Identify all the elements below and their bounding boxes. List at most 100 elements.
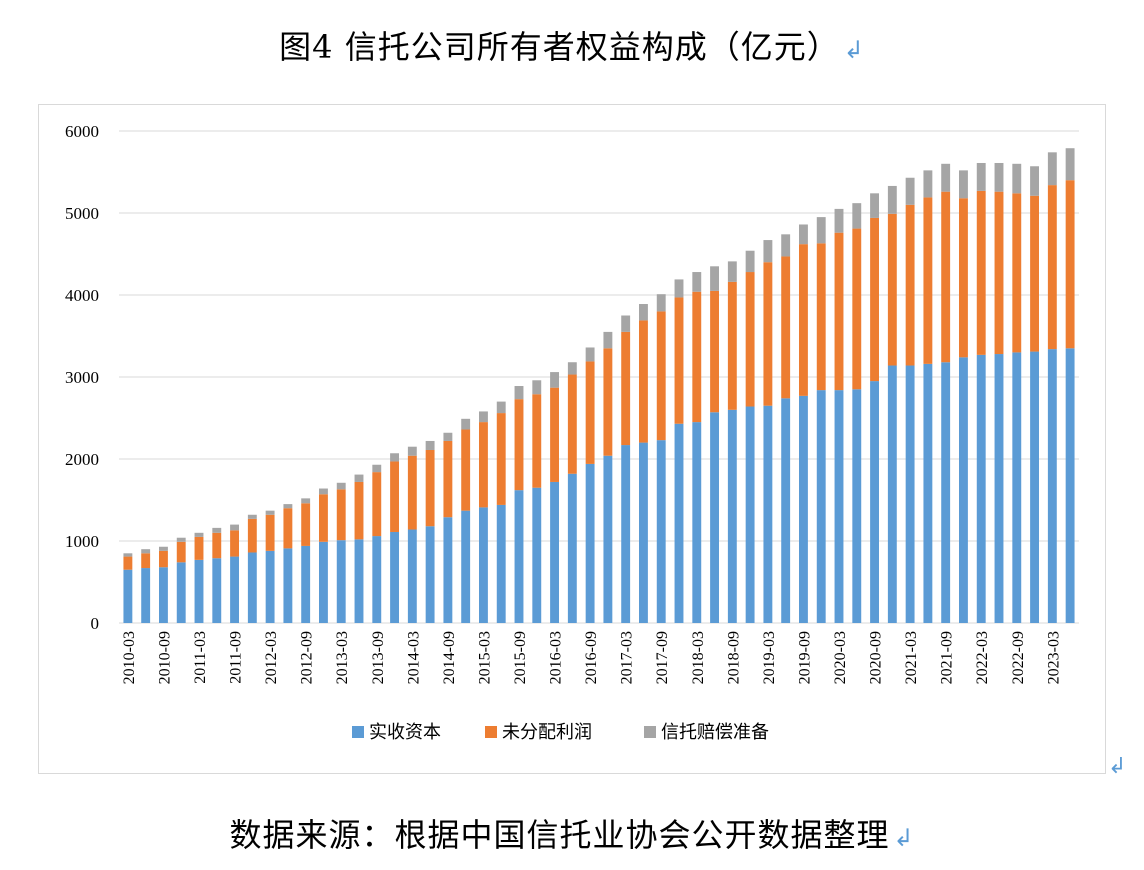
source-note: 数据来源：根据中国信托业协会公开数据整理 ↲: [0, 810, 1144, 856]
bar-segment: [479, 507, 488, 623]
bar-segment: [603, 348, 613, 456]
x-tick-label: 2021-03: [903, 631, 920, 684]
bar-segment: [407, 446, 417, 456]
bar-segment: [816, 390, 826, 623]
bar-segment: [816, 217, 826, 244]
x-tick-label: 2015-09: [512, 631, 529, 684]
bar-segment: [550, 481, 559, 623]
bar-segment: [1047, 349, 1057, 623]
bar-segment: [870, 381, 879, 623]
bar-segment: [336, 540, 346, 623]
bar-segment: [621, 315, 631, 332]
source-note-text: 数据来源：根据中国信托业协会公开数据整理: [229, 816, 890, 854]
bar-segment: [390, 461, 399, 532]
stacked-bar-chart: 0 1000 2000 3000 4000 5000 6000 2010-03 2010-09 2…: [65, 122, 1079, 743]
bar-segment: [283, 504, 293, 509]
bar-segment: [425, 449, 435, 527]
bar-segment: [656, 294, 666, 312]
bar-segment: [923, 197, 933, 364]
x-tick-label: 2010-09: [156, 631, 173, 684]
bar-segment: [532, 487, 542, 623]
bar-segment: [799, 224, 808, 245]
bar-segment: [283, 548, 293, 623]
bar-segment: [834, 208, 844, 233]
bar-segment: [194, 536, 204, 560]
bar-segment: [1065, 180, 1075, 349]
legend-swatch: [352, 726, 364, 738]
bar-segment: [159, 550, 168, 568]
bar-segment: [194, 559, 204, 623]
bar-segment: [959, 357, 968, 623]
bar-segment: [852, 228, 862, 390]
bar-segment: [425, 440, 435, 450]
x-tick-label: 2014-09: [441, 631, 458, 684]
bar-segment: [176, 562, 186, 623]
bar-segment: [354, 539, 364, 623]
bar-segment: [194, 532, 204, 537]
bar-segment: [443, 517, 453, 623]
x-tick-label: 2015-03: [476, 631, 493, 684]
bar-segment: [247, 518, 257, 553]
x-tick-label: 2019-03: [761, 631, 778, 684]
bar-segment: [176, 541, 186, 563]
bar-segment: [976, 354, 986, 623]
bar-segment: [763, 262, 773, 406]
bar-segment: [1047, 185, 1057, 350]
bar-segment: [1012, 352, 1022, 623]
bar-segment: [905, 177, 915, 205]
bar-segment: [461, 429, 471, 511]
bar-segment: [479, 411, 488, 423]
x-tick-label: 2011-03: [192, 631, 209, 684]
bar-segment: [141, 549, 151, 554]
bar-segment: [301, 503, 311, 546]
bar-segment: [265, 550, 275, 623]
bar-segment: [799, 395, 808, 623]
bar-segment: [1030, 195, 1039, 352]
bar-segment: [532, 394, 542, 488]
x-tick-label: 2012-09: [299, 631, 316, 684]
y-tick-label: 4000: [65, 286, 99, 305]
bar-segment: [1012, 163, 1022, 194]
bar-segment: [212, 558, 222, 623]
figure-title: 图4 信托公司所有者权益构成（亿元） ↲: [0, 22, 1144, 68]
figure-title-text: 图4 信托公司所有者权益构成（亿元）: [279, 28, 840, 66]
bar-segment: [1030, 351, 1039, 623]
bar-segment: [781, 398, 791, 623]
bar-segment: [959, 170, 968, 199]
bar-segment: [159, 546, 168, 551]
bar-segment: [887, 185, 897, 214]
bar-segment: [692, 422, 702, 623]
x-tick-label: 2018-09: [725, 631, 742, 684]
x-tick-label: 2022-03: [974, 631, 991, 684]
x-tick-label: 2021-09: [939, 631, 956, 684]
bar-segment: [959, 198, 968, 358]
bar-segment: [781, 234, 791, 257]
bar-segment: [656, 440, 666, 623]
bar-segment: [283, 508, 293, 549]
bar-segment: [745, 272, 755, 407]
bar-segment: [123, 569, 133, 623]
bar-segment: [390, 453, 399, 462]
bar-segment: [1065, 348, 1075, 623]
bar-segment: [905, 365, 915, 623]
bar-segment: [407, 529, 417, 623]
bar-segment: [727, 261, 737, 282]
legend-swatch: [644, 726, 656, 738]
bar-segment: [745, 250, 755, 273]
bar-segment: [994, 354, 1004, 623]
bar-segment: [265, 514, 275, 551]
x-tick-label: 2016-03: [548, 631, 565, 684]
bar-segment: [692, 272, 702, 292]
chart-container: 0 1000 2000 3000 4000 5000 6000 2010-03 2010-09 2…: [38, 104, 1106, 774]
bar-segment: [123, 556, 133, 570]
bar-segment: [1012, 193, 1022, 353]
bar-segment: [319, 494, 328, 542]
bar-segment: [532, 380, 542, 395]
bar-segment: [656, 311, 666, 441]
bar-segment: [461, 418, 471, 430]
bar-segment: [870, 217, 879, 382]
bar-segment: [585, 361, 595, 464]
bar-segment: [159, 567, 168, 623]
bar-segment: [247, 552, 257, 623]
y-tick-label: 2000: [65, 450, 99, 469]
